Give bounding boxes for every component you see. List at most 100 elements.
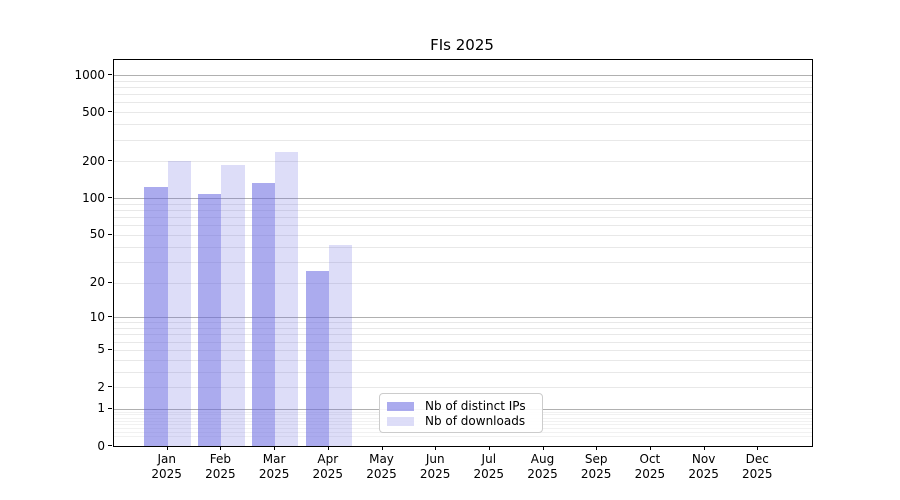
y-tick xyxy=(108,348,112,350)
minor-gridline xyxy=(114,349,812,351)
minor-gridline xyxy=(114,387,812,388)
legend: Nb of distinct IPs Nb of downloads xyxy=(379,393,543,433)
y-tick-label: 200 xyxy=(82,153,105,168)
x-tick-month: Mar xyxy=(262,452,286,466)
x-tick-year: 2025 xyxy=(527,467,558,481)
x-tick xyxy=(596,446,598,450)
x-tick xyxy=(381,446,383,450)
minor-gridline xyxy=(114,246,812,248)
minor-gridline xyxy=(114,203,812,205)
y-tick xyxy=(108,197,112,199)
major-gridline xyxy=(114,317,812,319)
x-tick-label: Apr 2025 xyxy=(298,452,358,482)
minor-gridline xyxy=(114,94,812,96)
minor-gridline xyxy=(114,334,812,336)
x-tick-month: Aug xyxy=(530,452,555,466)
x-tick-label: Nov 2025 xyxy=(674,452,734,482)
x-tick xyxy=(542,446,544,450)
minor-gridline xyxy=(114,112,812,114)
minor-gridline xyxy=(114,225,812,227)
x-tick-year: 2025 xyxy=(205,467,236,481)
bar-distinct-ips xyxy=(198,194,222,446)
x-tick-year: 2025 xyxy=(688,467,719,481)
x-tick-month: Jan xyxy=(157,452,176,466)
minor-gridline xyxy=(114,341,812,343)
minor-gridline xyxy=(114,102,812,104)
y-tick-label: 0 xyxy=(97,438,105,453)
x-tick-label: Oct 2025 xyxy=(620,452,680,482)
x-tick-label: Feb 2025 xyxy=(190,452,250,482)
x-tick xyxy=(703,446,705,450)
y-tick-label: 10 xyxy=(89,309,105,324)
x-tick xyxy=(757,446,759,450)
x-tick-year: 2025 xyxy=(419,467,451,481)
x-tick-month: Jul xyxy=(481,452,497,466)
y-tick xyxy=(108,160,112,162)
bar-downloads xyxy=(167,160,191,446)
x-tick-year: 2025 xyxy=(634,467,666,481)
minor-gridline xyxy=(114,371,812,373)
minor-gridline xyxy=(114,87,812,88)
plot-area xyxy=(113,59,813,447)
x-tick xyxy=(327,446,329,450)
minor-gridline xyxy=(114,261,812,263)
x-tick-month: Dec xyxy=(745,452,769,466)
minor-gridline xyxy=(114,436,812,438)
x-tick-year: 2025 xyxy=(580,467,612,481)
x-tick-year: 2025 xyxy=(258,467,290,481)
x-tick-year: 2025 xyxy=(151,467,182,481)
x-tick-label: Sep 2025 xyxy=(566,452,626,482)
y-tick-label: 2 xyxy=(97,379,105,394)
x-tick-month: Oct xyxy=(639,452,661,466)
y-tick xyxy=(108,445,112,446)
x-tick-year: 2025 xyxy=(742,467,773,481)
y-tick xyxy=(108,111,112,113)
minor-gridline xyxy=(114,359,812,361)
y-tick-label: 20 xyxy=(89,275,105,289)
minor-gridline xyxy=(114,328,812,329)
y-tick-label: 50 xyxy=(89,227,105,242)
x-tick-month: May xyxy=(369,452,394,466)
x-tick xyxy=(274,446,276,450)
x-tick-label: May 2025 xyxy=(352,452,412,482)
y-tick xyxy=(108,386,112,387)
x-tick-label: Jun 2025 xyxy=(405,452,465,482)
minor-gridline xyxy=(114,282,812,284)
x-tick xyxy=(435,446,437,450)
y-tick xyxy=(108,316,112,318)
bar-downloads xyxy=(328,245,353,446)
x-tick xyxy=(220,446,222,450)
x-tick xyxy=(649,446,651,450)
legend-swatch xyxy=(387,417,414,426)
legend-label: Nb of distinct IPs xyxy=(425,399,526,413)
chart-title: FIs 2025 xyxy=(430,36,494,54)
x-tick-year: 2025 xyxy=(366,467,397,481)
x-tick-year: 2025 xyxy=(473,467,505,481)
bar-distinct-ips xyxy=(305,271,329,446)
minor-gridline xyxy=(114,80,812,82)
x-tick-month: Jun xyxy=(425,452,445,466)
x-tick-year: 2025 xyxy=(312,467,344,481)
x-tick-label: Dec 2025 xyxy=(727,452,787,482)
y-tick-label: 5 xyxy=(97,342,105,357)
major-gridline xyxy=(114,198,812,200)
y-tick xyxy=(108,74,112,75)
bar-downloads xyxy=(275,151,299,446)
bar-distinct-ips xyxy=(251,182,276,446)
y-tick xyxy=(108,233,112,235)
major-gridline xyxy=(114,75,812,76)
y-tick-label: 1000 xyxy=(74,67,105,82)
x-tick-month: Sep xyxy=(584,452,608,466)
minor-gridline xyxy=(114,322,812,324)
minor-gridline xyxy=(114,124,812,126)
minor-gridline xyxy=(114,161,812,163)
minor-gridline xyxy=(114,234,812,236)
x-tick xyxy=(488,446,490,450)
y-tick-label: 1 xyxy=(97,401,105,416)
bar-downloads xyxy=(221,164,245,446)
x-tick-month: Nov xyxy=(691,452,716,466)
x-tick-month: Apr xyxy=(317,452,339,466)
x-tick-label: Aug 2025 xyxy=(513,452,573,482)
y-tick xyxy=(108,407,112,409)
